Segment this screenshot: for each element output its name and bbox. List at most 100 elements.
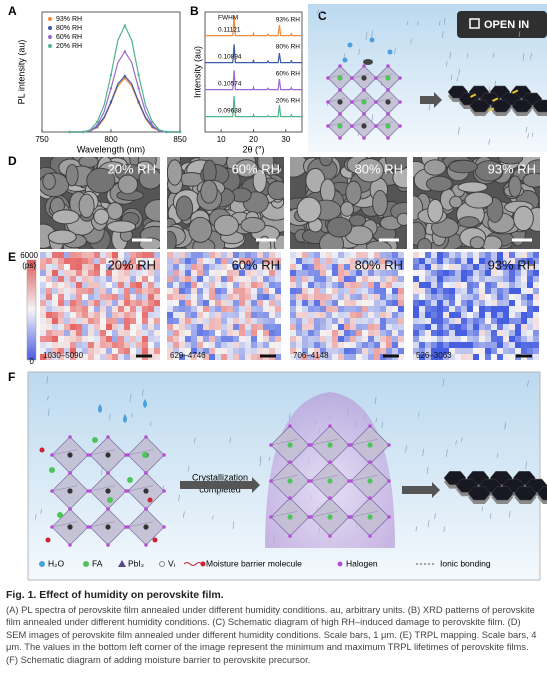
octahedron-edge [127,485,154,492]
series-line [69,75,180,133]
trpl-cell [302,282,308,288]
trpl-cell [374,288,380,294]
trpl-cell [521,330,527,336]
trpl-cell [338,300,344,306]
trpl-cell [203,324,209,330]
trpl-cell [82,312,88,318]
octahedron-edge [51,485,78,492]
trpl-cell [88,306,94,312]
water-molecule [342,57,348,63]
button-bg[interactable] [457,11,547,38]
trpl-cell [76,282,82,288]
rain-drop [428,103,431,111]
trpl-cell [302,288,308,294]
trpl-cell [527,306,533,312]
trpl-cell [290,312,296,318]
sem-grain [51,209,80,225]
sem-grain [355,158,384,183]
trpl-cell [413,342,419,348]
trpl-cell [398,312,404,318]
trpl-cell [449,288,455,294]
trpl-cell [413,294,419,300]
trpl-cell [215,258,221,264]
trpl-cell [275,354,281,360]
open-in-button[interactable]: OPEN IN [457,11,547,38]
trpl-cell [425,276,431,282]
trpl-cell [386,276,392,282]
trpl-cell [437,354,443,360]
trpl-cell [167,312,173,318]
trpl-cell [437,264,443,270]
trpl-cell [167,252,173,258]
trpl-cell [332,306,338,312]
halogen-atom [50,525,54,529]
trpl-cell [290,294,296,300]
trpl-cell [374,312,380,318]
trpl-cell [136,288,142,294]
series-marker [165,130,168,134]
trpl-cell [419,336,425,342]
trpl-cell [191,294,197,300]
trpl-cell [398,276,404,282]
trpl-cell [362,342,368,348]
trpl-cell [106,300,112,306]
trpl-cell [350,354,356,360]
trpl-cell [302,336,308,342]
trpl-cell [473,282,479,288]
trpl-cell [88,348,94,354]
trpl-cell [332,276,338,282]
trpl-cell [419,282,425,288]
trpl-cell [209,330,215,336]
trpl-cell [521,270,527,276]
trpl-cell [419,258,425,264]
trpl-cell [515,288,521,294]
halogen-atom [288,496,292,500]
trpl-cell [527,252,533,258]
trpl-cell [473,288,479,294]
octahedron-edge [351,74,369,79]
trpl-cell [314,300,320,306]
trpl-cell [215,342,221,348]
trpl-cell [491,270,497,276]
trpl-cell [64,282,70,288]
trpl-cell [136,312,142,318]
trpl-cell [368,294,374,300]
trpl-cell [503,258,509,264]
trpl-cell [100,252,106,258]
trpl-cell [386,270,392,276]
rain-drop [375,417,378,423]
rain-drop [212,515,214,520]
trpl-cell [386,264,392,270]
lead-atom [287,442,293,448]
trpl-cell [197,276,203,282]
trpl-cell [509,336,515,342]
trpl-cell [314,312,320,318]
trpl-cell [362,294,368,300]
trpl-cell [461,330,467,336]
trpl-cell [275,300,281,306]
trpl-cell [154,288,160,294]
trpl-cell [419,306,425,312]
trpl-cell [82,336,88,342]
trpl-cell [203,306,209,312]
trpl-cell [58,300,64,306]
legend-icon [39,561,45,567]
trpl-cell [106,354,112,360]
trpl-cell [46,312,52,318]
trpl-cell [344,324,350,330]
trpl-cell [167,264,173,270]
trpl-cell [350,282,356,288]
trpl-cell [142,348,148,354]
trpl-cell [209,354,215,360]
trpl-cell [527,264,533,270]
trpl-cell [368,258,374,264]
trpl-cell [467,348,473,354]
rain-drop [434,513,436,520]
button-text[interactable]: OPEN IN [484,19,529,31]
trpl-cell [130,324,136,330]
trpl-cell [70,348,76,354]
rain-drop [40,508,42,514]
trpl-cell [112,270,118,276]
trpl-cell [269,306,275,312]
rain-drop [527,380,529,387]
